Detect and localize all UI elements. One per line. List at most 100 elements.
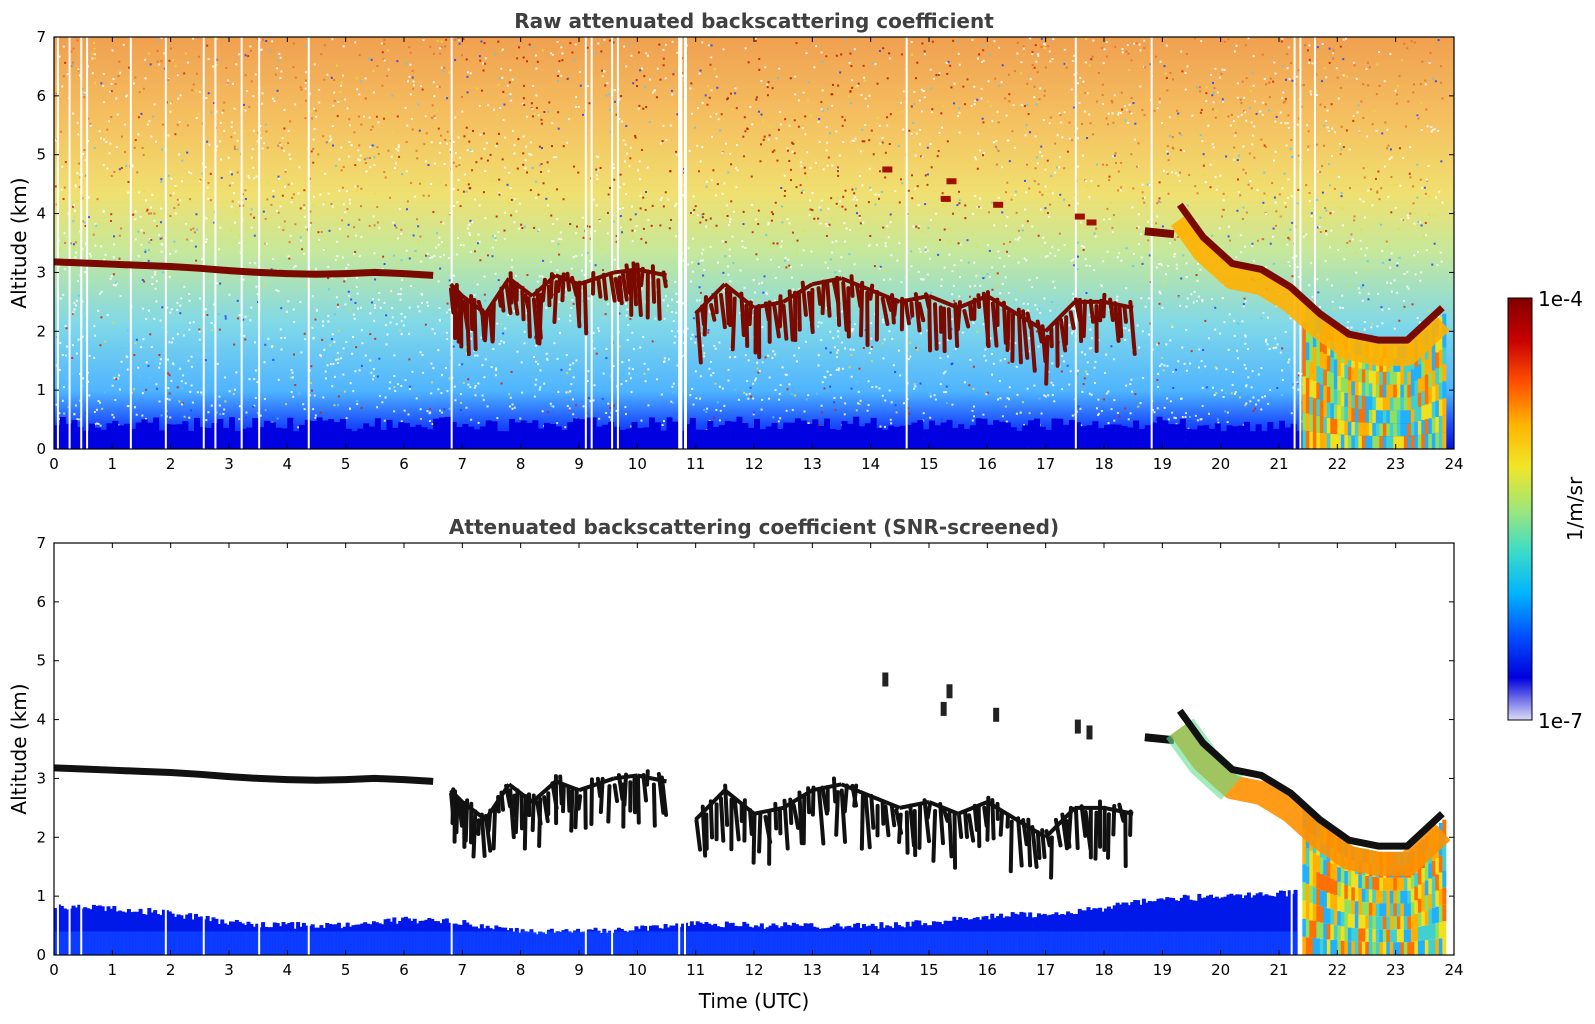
noise-speck bbox=[1247, 376, 1249, 378]
noise-speck bbox=[265, 218, 267, 220]
noise-speck bbox=[1222, 101, 1224, 103]
noise-speck bbox=[1131, 206, 1133, 208]
noise-speck bbox=[1319, 306, 1321, 308]
noise-speck bbox=[283, 127, 285, 129]
noise-speck bbox=[460, 244, 462, 246]
noise-speck bbox=[674, 342, 676, 344]
noise-speck bbox=[1139, 44, 1141, 46]
noise-speck bbox=[1133, 43, 1135, 45]
noise-speck bbox=[647, 55, 649, 57]
noise-speck bbox=[1327, 126, 1329, 128]
noise-speck bbox=[1327, 109, 1329, 111]
noise-speck bbox=[305, 82, 307, 84]
noise-speck bbox=[284, 220, 286, 222]
noise-speck bbox=[118, 374, 120, 376]
noise-speck bbox=[633, 348, 635, 350]
noise-speck bbox=[641, 67, 643, 69]
noise-speck bbox=[277, 417, 279, 419]
noise-speck bbox=[293, 193, 295, 195]
noise-speck bbox=[1118, 171, 1120, 173]
noise-speck bbox=[596, 178, 598, 180]
noise-speck bbox=[613, 167, 615, 169]
noise-speck bbox=[974, 103, 976, 105]
noise-speck bbox=[1380, 306, 1382, 308]
noise-speck bbox=[923, 90, 925, 92]
noise-speck bbox=[1082, 81, 1084, 83]
noise-speck bbox=[143, 88, 145, 90]
noise-speck bbox=[558, 128, 560, 130]
noise-speck bbox=[196, 89, 198, 91]
noise-speck bbox=[188, 417, 190, 419]
noise-speck bbox=[692, 334, 694, 336]
noise-speck bbox=[1252, 397, 1254, 399]
noise-speck bbox=[625, 303, 627, 305]
noise-speck bbox=[284, 337, 286, 339]
noise-speck bbox=[1355, 272, 1357, 274]
noise-speck bbox=[1332, 211, 1334, 213]
noise-speck bbox=[1390, 211, 1392, 213]
noise-speck bbox=[1058, 166, 1060, 168]
noise-speck bbox=[132, 214, 134, 216]
noise-speck bbox=[447, 131, 449, 133]
noise-speck bbox=[952, 213, 954, 215]
noise-speck bbox=[1251, 243, 1253, 245]
noise-speck bbox=[517, 168, 519, 170]
noise-speck bbox=[511, 408, 513, 410]
noise-speck bbox=[837, 166, 839, 168]
noise-speck bbox=[74, 256, 76, 258]
noise-speck bbox=[145, 77, 147, 79]
noise-speck bbox=[346, 190, 348, 192]
noise-speck bbox=[109, 143, 111, 145]
noise-speck bbox=[208, 182, 210, 184]
noise-speck bbox=[145, 249, 147, 251]
noise-speck bbox=[825, 223, 827, 225]
noise-speck bbox=[1031, 53, 1033, 55]
noise-speck bbox=[1281, 40, 1283, 42]
noise-speck bbox=[1272, 236, 1274, 238]
noise-speck bbox=[169, 392, 171, 394]
noise-speck bbox=[287, 142, 289, 144]
noise-speck bbox=[1164, 280, 1166, 282]
noise-speck bbox=[1068, 122, 1070, 124]
noise-speck bbox=[1288, 238, 1290, 240]
noise-speck bbox=[1224, 69, 1226, 71]
noise-speck bbox=[821, 405, 823, 407]
noise-speck bbox=[471, 169, 473, 171]
noise-speck bbox=[755, 219, 757, 221]
noise-speck bbox=[167, 272, 169, 274]
noise-speck bbox=[118, 258, 120, 260]
noise-speck bbox=[913, 91, 915, 93]
noise-speck bbox=[436, 86, 438, 88]
noise-speck bbox=[92, 72, 94, 74]
noise-speck bbox=[744, 116, 746, 118]
noise-speck bbox=[62, 354, 64, 356]
noise-speck bbox=[1093, 269, 1095, 271]
noise-speck bbox=[110, 220, 112, 222]
noise-speck bbox=[381, 85, 383, 87]
noise-speck bbox=[183, 334, 185, 336]
noise-speck bbox=[76, 172, 78, 174]
noise-speck bbox=[871, 346, 873, 348]
noise-speck bbox=[923, 412, 925, 414]
noise-speck bbox=[137, 133, 139, 135]
noise-speck bbox=[891, 338, 893, 340]
noise-speck bbox=[1309, 59, 1311, 61]
noise-speck bbox=[99, 130, 101, 132]
noise-speck bbox=[1002, 415, 1004, 417]
noise-speck bbox=[998, 47, 1000, 49]
noise-speck bbox=[1316, 94, 1318, 96]
noise-speck bbox=[701, 41, 703, 43]
noise-speck bbox=[440, 221, 442, 223]
noise-speck bbox=[626, 315, 628, 317]
noise-speck bbox=[930, 69, 932, 71]
noise-speck bbox=[669, 170, 671, 172]
noise-speck bbox=[1131, 97, 1133, 99]
noise-speck bbox=[1263, 172, 1265, 174]
noise-speck bbox=[304, 216, 306, 218]
noise-speck bbox=[297, 426, 299, 428]
noise-speck bbox=[176, 302, 178, 304]
noise-speck bbox=[702, 260, 704, 262]
noise-speck bbox=[90, 255, 92, 257]
noise-speck bbox=[1175, 369, 1177, 371]
noise-speck bbox=[167, 372, 169, 374]
